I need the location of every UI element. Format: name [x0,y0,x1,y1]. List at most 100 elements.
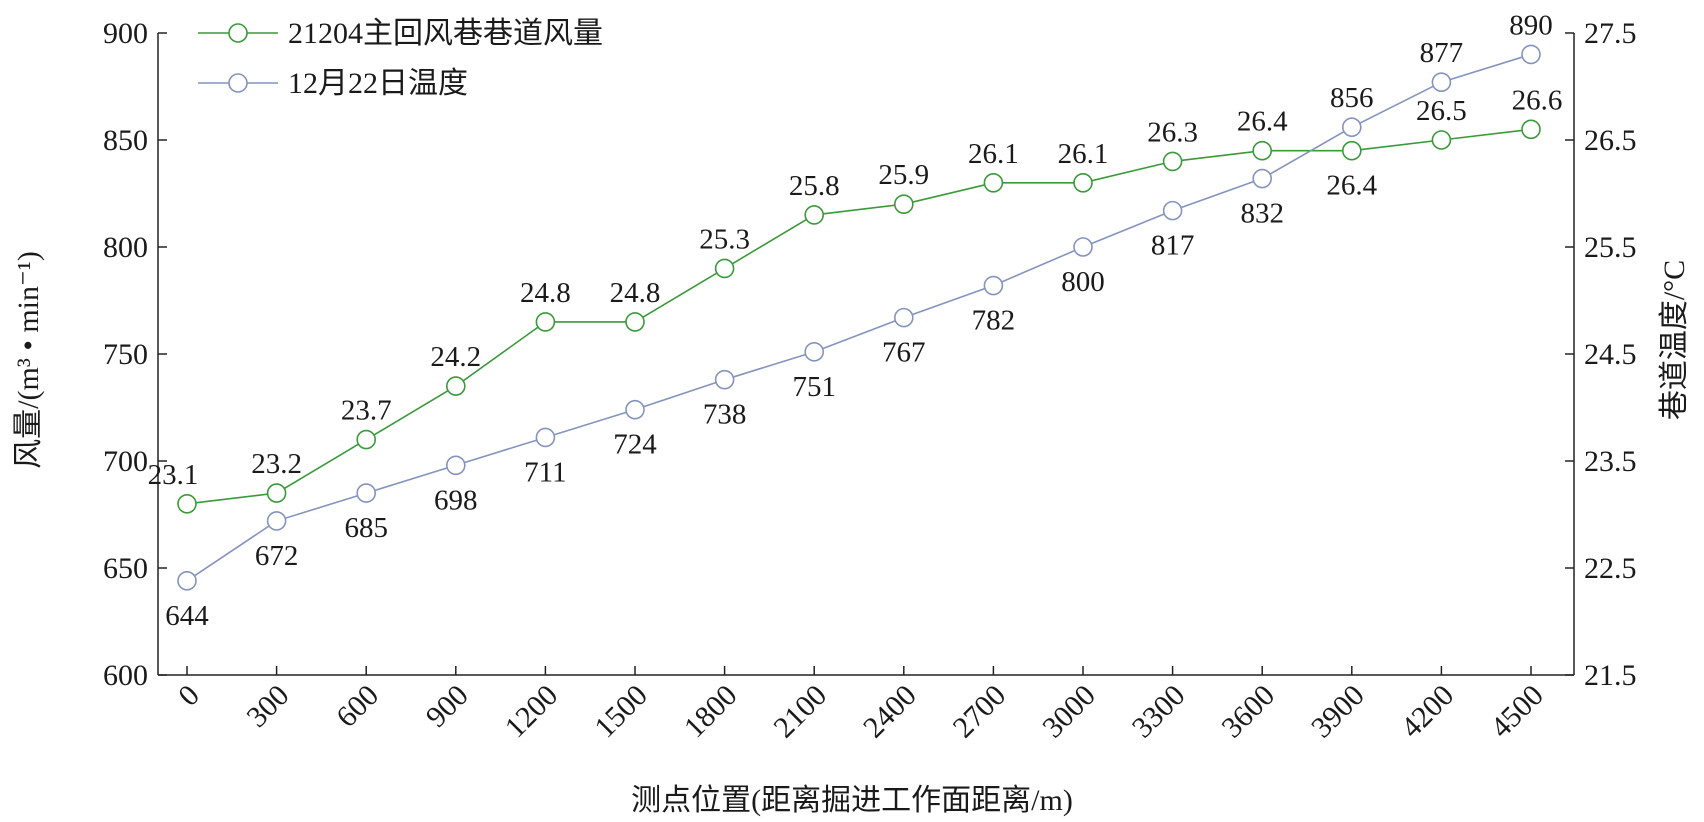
x-tick-label: 4500 [1484,679,1550,745]
series-point [983,173,1004,193]
series-point [893,307,914,328]
series-point [1073,173,1093,193]
data-label: 698 [434,484,478,516]
x-tick-label: 2400 [857,679,923,745]
series-point [983,275,1004,296]
data-label: 26.1 [1058,138,1109,170]
x-tick-label: 3600 [1215,679,1281,745]
y-left-tick-label: 850 [103,124,148,157]
data-label: 672 [255,540,299,572]
data-label: 26.4 [1237,106,1288,138]
series-point [1162,151,1183,172]
y-left-tick-label: 700 [103,445,148,478]
x-tick-label: 2700 [947,679,1013,745]
series-point [535,427,556,448]
data-label: 26.6 [1512,84,1563,116]
y-right-tick-label: 21.5 [1584,659,1637,692]
series-point [445,376,466,396]
series-point [714,258,735,279]
series-point [804,342,825,362]
series-point [625,399,645,420]
x-tick-label: 4200 [1395,679,1461,745]
y-right-tick-label: 25.5 [1584,231,1637,264]
x-tick-label: 600 [330,679,385,734]
series-point [1431,130,1452,150]
y-axis-left-label: 风量/(m³ • min⁻¹) [12,251,45,469]
series-point [804,205,825,225]
series-point [535,312,556,332]
series-point [1431,72,1452,93]
y-left-tick-label: 600 [103,659,148,692]
series-point [1342,117,1362,137]
data-label: 23.2 [251,448,302,480]
data-label: 25.9 [878,159,929,191]
data-label: 767 [882,337,926,369]
data-label: 856 [1330,82,1374,114]
data-labels: 23.1 23.2 23.7 24.2 24.8 24.8 25.3 25.8 25.9 26.1… [148,9,1563,631]
series-point [1521,119,1541,140]
series-point [177,571,197,591]
axes [157,33,1575,676]
series-point [1252,140,1272,161]
x-tick-label: 300 [240,679,295,734]
data-label: 24.8 [520,277,571,309]
x-tick-label: 1200 [499,679,565,745]
series-point [893,194,914,214]
data-label: 23.1 [148,459,199,491]
series-point [266,483,287,503]
x-tick-label: 900 [420,679,475,734]
series-point [177,493,197,514]
series-line [186,53,1532,582]
series-point [714,369,735,390]
y-left-tick-label: 650 [103,552,148,585]
data-label: 25.3 [699,223,750,255]
data-label: 26.5 [1416,95,1467,127]
data-label: 26.1 [968,138,1019,170]
x-tick-label: 3000 [1036,679,1102,745]
series-point [356,429,377,450]
data-label: 25.8 [789,170,840,202]
y-left-tick-label: 900 [103,17,148,50]
x-tick-label: 3900 [1305,679,1371,745]
legend-label: 12月22日温度 [288,67,468,100]
series-point [1073,237,1093,257]
series-point [625,312,645,332]
series-point [1521,44,1541,65]
data-label: 817 [1151,230,1195,262]
series-point [1162,200,1183,221]
series-point [1342,140,1362,161]
data-label: 23.7 [341,395,392,427]
x-tick-label: 3300 [1126,679,1192,745]
data-label: 711 [524,456,566,488]
x-tick-label: 0 [172,679,206,713]
x-tick-label: 2100 [767,679,833,745]
series-line [186,128,1532,505]
x-tick-label: 1800 [678,679,744,745]
data-label: 644 [165,600,209,632]
data-label: 26.3 [1147,116,1198,148]
data-label: 685 [344,512,388,544]
y-right-tick-label: 26.5 [1584,124,1637,157]
data-label: 26.4 [1326,170,1377,202]
y-axis-right-label: 巷道温度/°C [1658,260,1691,420]
series-point [445,455,466,476]
data-label: 832 [1240,198,1284,230]
x-tick-label: 1500 [588,679,654,745]
data-label: 890 [1509,9,1553,41]
y-right-tick-label: 24.5 [1584,338,1637,371]
data-label: 24.8 [610,277,661,309]
data-label: 782 [972,305,1016,337]
ticks: 600 650 700 750 800 850 900 21.5 22.5 23.5 24.5 25.… [103,17,1637,744]
y-left-tick-label: 750 [103,338,148,371]
y-right-tick-label: 23.5 [1584,445,1637,478]
legend-marker [228,23,248,43]
data-label: 24.2 [430,341,481,373]
series-point [356,483,377,503]
data-label: 800 [1061,266,1105,298]
legend: 21204主回风巷巷道风量 12月22日温度 [198,17,603,100]
series [177,44,1541,591]
data-label: 877 [1420,37,1464,69]
y-right-tick-label: 27.5 [1584,17,1637,50]
y-left-tick-label: 800 [103,231,148,264]
